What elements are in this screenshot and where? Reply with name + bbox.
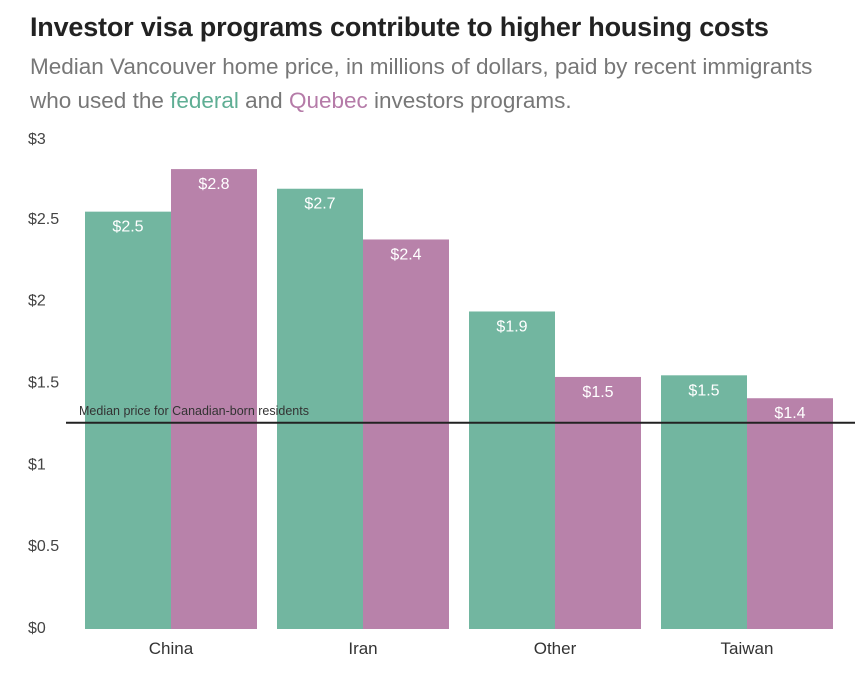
y-tick-label: $1.5 <box>28 375 59 392</box>
subtitle-federal-word: federal <box>170 88 239 113</box>
chart-subtitle: Median Vancouver home price, in millions… <box>30 50 850 118</box>
reference-line-label: Median price for Canadian-born residents <box>79 404 309 418</box>
bar-federal-other <box>469 311 555 629</box>
x-category-label: Taiwan <box>721 639 774 658</box>
bar-value-label: $1.5 <box>688 382 719 399</box>
chart-title: Investor visa programs contribute to hig… <box>30 12 769 42</box>
subtitle-text: Median Vancouver home price, in millions… <box>30 54 813 113</box>
bar-quebec-taiwan <box>747 398 833 629</box>
x-category-label: Other <box>534 639 577 658</box>
x-category-label: China <box>149 639 194 658</box>
bar-quebec-other <box>555 376 641 629</box>
bar-federal-china <box>85 211 171 629</box>
y-tick-label: $0 <box>28 620 46 637</box>
bar-value-label: $1.4 <box>774 405 805 422</box>
x-category-label: Iran <box>348 639 377 658</box>
subtitle-quebec-word: Quebec <box>288 88 368 113</box>
y-tick-label: $2 <box>28 293 46 310</box>
y-tick-label: $1 <box>28 456 46 473</box>
bar-quebec-china <box>171 169 257 629</box>
subtitle-text: investors programs. <box>367 88 572 113</box>
bar-federal-iran <box>277 188 363 629</box>
y-tick-label: $3 <box>28 131 46 148</box>
bar-value-label: $2.4 <box>390 246 421 263</box>
bar-value-label: $2.8 <box>198 176 229 193</box>
subtitle-text: and <box>238 88 289 113</box>
bar-value-label: $2.5 <box>112 219 143 236</box>
bar-federal-taiwan <box>661 375 747 629</box>
y-tick-label: $2.5 <box>28 211 59 228</box>
y-tick-label: $0.5 <box>28 538 59 555</box>
bar-value-label: $1.9 <box>496 318 527 335</box>
bar-quebec-iran <box>363 239 449 629</box>
bar-value-label: $2.7 <box>304 196 335 213</box>
bar-value-label: $1.5 <box>582 384 613 401</box>
